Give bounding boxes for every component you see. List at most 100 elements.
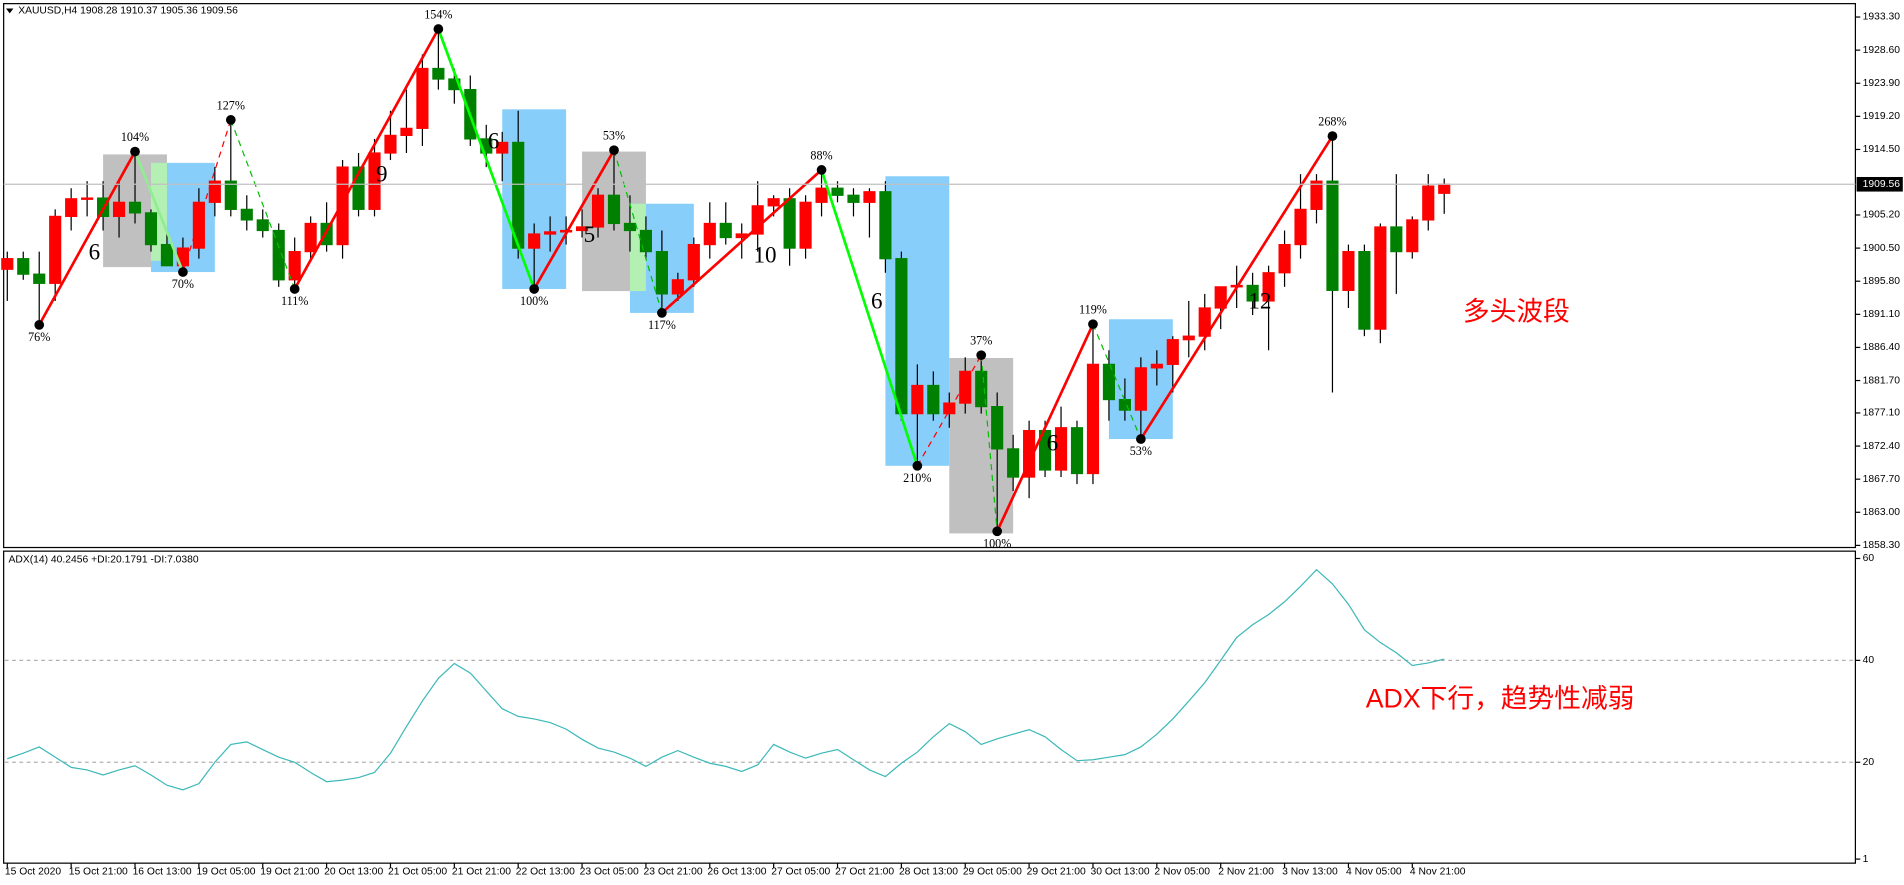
x-tick-label: 29 Oct 21:00 [1027,866,1086,877]
candle-body [128,201,142,214]
zigzag-segment [293,28,440,290]
candle-body [304,222,317,253]
zigzag-segment [133,151,185,273]
candle-body [1150,363,1163,369]
candle-body [1182,335,1195,341]
pivot [657,308,667,318]
y-tick-label: 1919.20 [1863,111,1901,122]
candle-body [1326,180,1339,291]
x-tick-label: 29 Oct 05:00 [963,866,1022,877]
candle-body [496,141,509,154]
x-tick-label: 15 Oct 21:00 [69,866,128,877]
candle-body [1342,251,1355,291]
pivot [912,460,923,471]
candle-body [208,180,221,203]
x-tick-label: 27 Oct 21:00 [835,866,894,877]
candle-body [799,201,812,249]
last-price-box [1856,176,1903,192]
y-tick-label: 1872.40 [1863,441,1901,452]
pivot-label: 268% [1318,115,1346,129]
candle-body [192,201,205,249]
x-tick-label: 22 Oct 13:00 [516,866,575,877]
candle-body [1390,226,1403,253]
candle-body [911,384,924,415]
pivot-label: 70% [172,277,194,291]
zigzag-segment [38,150,137,326]
candle-body [591,194,605,228]
pivot-label: 119% [1079,303,1107,317]
zigzag-segment [230,119,296,290]
candle-body [256,219,269,232]
main-title: XAUUSD,H4 1908.28 1910.37 1905.36 1909.5… [18,6,238,17]
candle-body [81,197,94,200]
candle-body [352,166,365,210]
candle-body [17,258,30,275]
candle-body [1086,363,1100,475]
pivot-label: 37% [970,334,992,348]
candle-body [368,152,381,210]
y-tick-label: 1867.70 [1863,474,1901,485]
candle-body [831,187,844,196]
candles [1,29,1451,532]
candle-body [400,127,413,136]
y-tick-label: 1900.50 [1863,243,1901,254]
candle-body [544,231,557,235]
candle-body [895,258,908,415]
x-tick-label: 19 Oct 05:00 [196,866,255,877]
pivot-label: 53% [603,129,625,143]
y-tick-label: 1891.10 [1863,309,1901,320]
candle-body [1214,286,1227,309]
candle-body [112,201,126,218]
pivot-label: 111% [281,294,308,308]
x-tick-label: 21 Oct 05:00 [388,866,447,877]
x-tick-label: 2 Nov 21:00 [1218,866,1274,877]
candle-body [783,198,796,249]
x-tick-label: 30 Oct 13:00 [1091,866,1150,877]
y-tick-label: 1858.30 [1863,540,1901,551]
candle-body [815,187,828,203]
x-tick-label: 15 Oct 2020 [5,866,61,877]
x-tick-label: 26 Oct 13:00 [707,866,766,877]
candle-body [1310,180,1323,210]
candle-body [272,229,285,281]
candle-body [1374,226,1387,330]
pivot [289,284,300,294]
candle-body [1406,219,1419,253]
candle-body [384,134,397,154]
candle-body [160,243,174,267]
candle-body [288,251,301,281]
candle-body [767,198,780,207]
wave-label: 6 [1047,430,1059,456]
y-tick-label: 1881.70 [1863,375,1901,386]
zigzag-segment [1092,323,1142,440]
pivot-label: 100% [983,536,1011,550]
candle-body [1166,339,1179,365]
candle-body [943,402,956,415]
candle-body [1294,208,1307,246]
candle-body [1102,363,1116,401]
candle-body [639,229,653,253]
x-tick-label: 2 Nov 05:00 [1154,866,1210,877]
candle-body [1070,427,1084,475]
pivot-label: 154% [424,7,452,21]
candle-body [671,279,684,295]
candle-body [1358,251,1371,330]
last-price-label: 1909.56 [1863,179,1901,190]
pivot [976,350,987,361]
candle-body [1438,183,1451,194]
zigzag-segment [660,168,823,314]
pivot [178,267,188,277]
wave-label: 6 [488,127,500,153]
x-tick-label: 4 Nov 21:00 [1410,866,1466,877]
menu-arrow[interactable] [6,8,14,14]
candle-body [320,222,333,246]
candle-body [416,67,429,129]
pivot [609,145,619,156]
x-tick-label: 27 Oct 05:00 [771,866,830,877]
candle-body [1054,427,1068,471]
pivot [1327,131,1338,141]
wave-label: 9 [376,161,388,187]
main-panel [3,3,1857,549]
